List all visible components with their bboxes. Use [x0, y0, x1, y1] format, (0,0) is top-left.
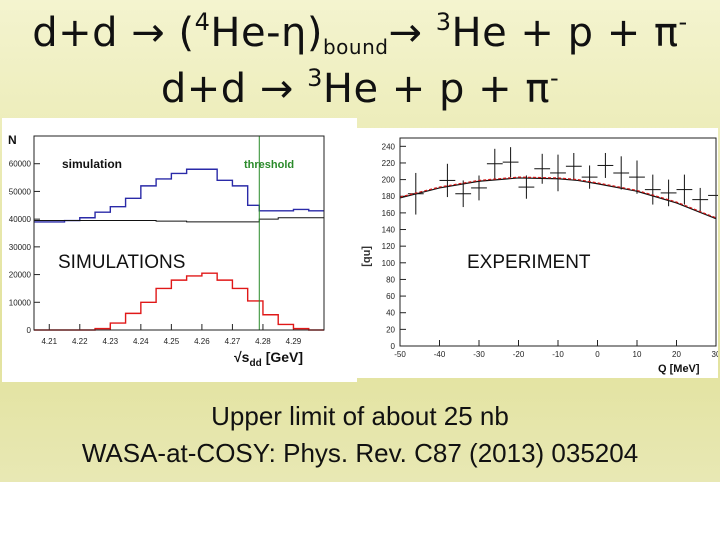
data-point — [644, 174, 661, 205]
data-point — [629, 160, 645, 194]
x-tick-label: 4.21 — [41, 337, 57, 346]
y-axis-label: N — [8, 133, 17, 147]
y-tick-labels: 0 20 40 60 80 100 120 140 160 180 200 220 240 — [382, 142, 406, 351]
series-red — [34, 272, 324, 331]
data-point — [597, 152, 614, 178]
fit-line — [399, 177, 717, 220]
experiment-label: EXPERIMENT — [467, 252, 591, 273]
data-point — [486, 148, 503, 179]
data-point — [455, 180, 472, 208]
x-tick-label: 4.27 — [225, 337, 241, 346]
x-tick-label: 10 — [633, 350, 642, 359]
data-point — [613, 156, 630, 190]
y-tick-label: 40000 — [9, 215, 32, 224]
legend-simulation: simulation — [62, 157, 122, 171]
simulation-histogram: N simulation threshold 0 10000 20000 30000 4… — [8, 133, 325, 369]
data-point — [692, 187, 709, 212]
plot-frame — [399, 137, 717, 347]
y-tick-label: 20000 — [9, 271, 32, 280]
data-point — [534, 153, 551, 184]
y-tick-label: 50000 — [9, 187, 32, 196]
series-blue — [34, 168, 324, 223]
y-axis-label: [nb] — [361, 246, 373, 267]
threshold-label: threshold — [244, 159, 294, 171]
x-tick-label: -20 — [513, 350, 525, 359]
x-tick-label: 4.22 — [72, 337, 88, 346]
y-tick-labels: 0 10000 20000 30000 40000 50000 60000 — [9, 160, 40, 335]
data-point — [502, 147, 519, 178]
series-black — [34, 217, 324, 223]
x-tick-label: 20 — [672, 350, 681, 359]
y-tick-label: 180 — [382, 192, 396, 201]
x-tick-label: 4.28 — [255, 337, 271, 346]
data-point — [676, 174, 693, 205]
data-point — [439, 163, 456, 198]
y-tick-label: 20 — [386, 325, 395, 334]
y-tick-label: 120 — [382, 242, 396, 251]
simulations-label: SIMULATIONS — [58, 252, 186, 273]
data-point — [708, 174, 720, 217]
y-tick-label: 40 — [386, 309, 395, 318]
x-tick-label: 4.25 — [164, 337, 180, 346]
data-point — [565, 152, 582, 180]
upper-limit-text: Upper limit of about 25 nb — [211, 401, 509, 431]
y-tick-label: 0 — [27, 326, 32, 335]
x-tick-labels: -50 -40 -30 -20 -10 0 10 20 30 — [394, 340, 720, 359]
title-line-2: d+d → 3He + p + π- — [160, 64, 560, 112]
data-point — [518, 175, 535, 199]
y-tick-label: 0 — [391, 342, 396, 351]
x-axis-label: √sdd [GeV] — [234, 349, 303, 369]
x-tick-label: 4.29 — [286, 337, 302, 346]
x-tick-label: 4.23 — [103, 337, 119, 346]
y-tick-label: 80 — [386, 275, 395, 284]
title-line-1: d+d → (4He-η)bound→ 3He + p + π- — [32, 8, 688, 59]
histogram-series — [34, 136, 324, 331]
experiment-panel: [nb] 0 20 40 60 80 100 120 140 160 180 200 220 240 -… — [356, 128, 720, 378]
simulation-panel: N simulation threshold 0 10000 20000 30000 4… — [2, 118, 357, 382]
plot-frame — [33, 135, 325, 331]
x-tick-label: 0 — [595, 350, 600, 359]
x-tick-label: 30 — [712, 350, 718, 359]
y-tick-label: 100 — [382, 259, 396, 268]
data-series — [399, 147, 720, 220]
y-tick-label: 160 — [382, 209, 396, 218]
y-tick-label: 140 — [382, 226, 396, 235]
x-tick-label: -40 — [434, 350, 446, 359]
data-point — [581, 165, 598, 189]
x-tick-label: -30 — [473, 350, 485, 359]
x-tick-label: -10 — [552, 350, 564, 359]
y-tick-label: 30000 — [9, 243, 32, 252]
y-tick-label: 10000 — [9, 298, 32, 307]
x-tick-label: 4.24 — [133, 337, 149, 346]
y-tick-label: 60000 — [9, 160, 32, 169]
data-point — [550, 154, 566, 192]
y-tick-label: 60 — [386, 292, 395, 301]
y-tick-label: 240 — [382, 142, 396, 151]
reference-text: WASA-at-COSY: Phys. Rev. C87 (2013) 0352… — [81, 438, 639, 468]
fit-line-red — [399, 176, 717, 219]
data-point — [471, 175, 487, 201]
y-tick-label: 220 — [382, 159, 396, 168]
data-point — [660, 179, 677, 207]
x-tick-label: 4.26 — [194, 337, 210, 346]
x-axis-label: Q [MeV] — [658, 363, 700, 375]
x-tick-labels: 4.21 4.22 4.23 4.24 4.25 4.26 4.27 4.28 4.29 — [41, 324, 302, 346]
x-tick-label: -50 — [394, 350, 406, 359]
y-tick-label: 200 — [382, 176, 396, 185]
